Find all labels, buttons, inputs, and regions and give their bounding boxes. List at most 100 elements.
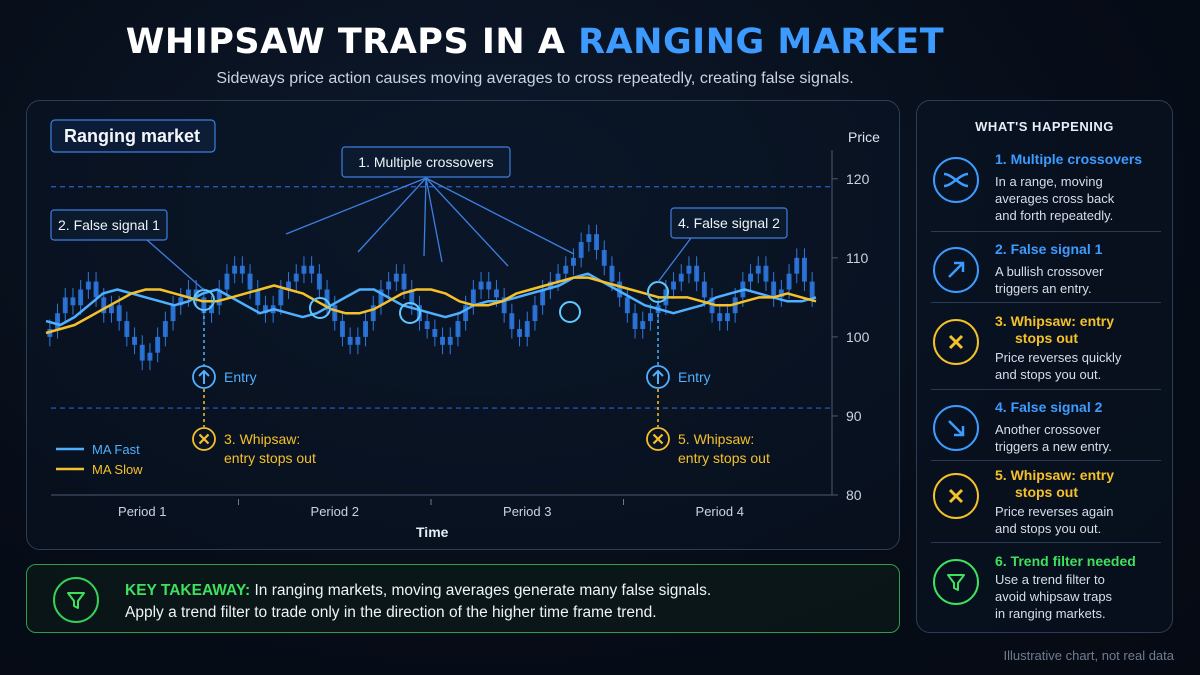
false-signal-box (670, 207, 788, 239)
candle-body (493, 289, 499, 298)
x-icon (198, 433, 210, 445)
desc-line: triggers a new entry. (995, 439, 1112, 454)
x-period-label: Period 3 (503, 504, 551, 519)
candle-body (578, 242, 584, 258)
legend-ma-slow-label: MA Slow (92, 462, 143, 477)
crossover-icon (933, 157, 979, 203)
candle-body (563, 265, 569, 274)
candle-body (185, 289, 191, 298)
candle-body (347, 336, 353, 345)
candle-body (262, 305, 268, 314)
candle-body (324, 289, 330, 306)
entry-label: Entry (678, 369, 711, 385)
desc-line: averages cross back (995, 191, 1115, 206)
candle-body (55, 313, 61, 329)
candle-body (101, 297, 107, 314)
candle-body (624, 297, 630, 314)
candle-body (93, 281, 99, 298)
side-item-head: 1. Multiple crossovers (995, 151, 1143, 167)
ranging-market-chart: Ranging market Price Time 8090100110120 … (45, 119, 880, 540)
side-item-trend-filter: 6. Trend filter needed Use a trend filte… (927, 551, 1165, 631)
candle-body (139, 344, 145, 361)
side-item-desc: In a range, moving averages cross back a… (995, 173, 1160, 224)
candle-body (409, 289, 415, 306)
side-item-head: 4. False signal 2 (995, 399, 1103, 415)
false-signal-leader-line (146, 239, 205, 291)
side-item-desc: Price reverses quickly and stops you out… (995, 349, 1160, 383)
candle-body (255, 289, 261, 306)
candle-body (786, 273, 792, 290)
candle-body (201, 297, 207, 314)
desc-line: Use a trend filter to (995, 572, 1105, 587)
y-tick-label: 80 (846, 487, 862, 503)
x-icon (933, 473, 979, 519)
candle-body (732, 297, 738, 314)
candle-body (401, 273, 407, 290)
desc-line: A bullish crossover (995, 264, 1104, 279)
filter-icon (933, 559, 979, 605)
candle-body (170, 305, 176, 322)
candle-body (632, 313, 638, 329)
candle-body (162, 321, 168, 337)
candle-body (424, 321, 430, 329)
desc-line: and stops you out. (995, 521, 1102, 536)
candle-body (108, 305, 114, 314)
side-item-desc: Price reverses again and stops you out. (995, 503, 1160, 537)
candle-body (355, 336, 361, 345)
candle-body (609, 265, 615, 282)
desc-line: and forth repeatedly. (995, 208, 1114, 223)
candle-body (586, 234, 592, 243)
candle-body (617, 281, 623, 298)
candle-body (301, 265, 307, 274)
candle-body (694, 265, 700, 282)
candle-body (532, 305, 538, 322)
candle-body (686, 265, 692, 274)
whipsaw-label: 5. Whipsaw: (678, 431, 754, 447)
arrow-up-icon (652, 369, 664, 384)
candle-body (570, 257, 576, 266)
candle-body (794, 257, 800, 274)
candle-body (363, 321, 369, 337)
page-title: WHIPSAW TRAPS IN A RANGING MARKET (0, 22, 1070, 62)
candle-body (386, 281, 392, 290)
whats-happening-panel: WHAT'S HAPPENING 1. Multiple crossovers … (916, 100, 1173, 633)
y-axis-label: Price (848, 129, 880, 145)
candle-body (147, 352, 153, 361)
whipsaw-label: entry stops out (224, 450, 316, 466)
candle-body (155, 336, 161, 353)
side-item-head: 5. Whipsaw: entry stops out (995, 467, 1160, 501)
head-line: stops out (1015, 484, 1078, 500)
candle-body (540, 289, 546, 306)
candle-body (209, 305, 215, 314)
candle-body (470, 289, 476, 306)
false-signal-leader-line (657, 237, 692, 283)
side-item-whipsaw-2: 5. Whipsaw: entry stops out Price revers… (927, 465, 1165, 545)
candle-body (293, 273, 299, 282)
desc-line: Price reverses again (995, 504, 1114, 519)
candle-body (370, 305, 376, 322)
side-item-head: 3. Whipsaw: entry stops out (995, 313, 1160, 347)
divider (931, 460, 1161, 461)
side-item-whipsaw-1: 3. Whipsaw: entry stops out Price revers… (927, 311, 1165, 391)
whipsaw-label: 3. Whipsaw: (224, 431, 300, 447)
candle-body (717, 313, 723, 322)
candle-body (178, 297, 184, 306)
filter-icon (53, 577, 99, 623)
crossover-marker (399, 302, 421, 324)
annotation-leader-line (425, 177, 509, 267)
y-tick-label: 110 (846, 250, 869, 266)
annotation-leader-line (423, 177, 427, 257)
candle-body (555, 273, 561, 282)
side-item-desc: Another crossover triggers a new entry. (995, 421, 1160, 455)
arrow-down-right-icon (933, 405, 979, 451)
candle-body (771, 281, 777, 298)
candle-body (132, 336, 138, 345)
divider (931, 542, 1161, 543)
arrow-up-icon (198, 369, 210, 384)
candle-body (232, 265, 238, 274)
annotation-leader-line (357, 177, 427, 253)
candle-body (78, 289, 84, 306)
ma-slow-line (45, 276, 817, 335)
annotation-leader-line (285, 177, 427, 235)
desc-line: in ranging markets. (995, 606, 1106, 621)
